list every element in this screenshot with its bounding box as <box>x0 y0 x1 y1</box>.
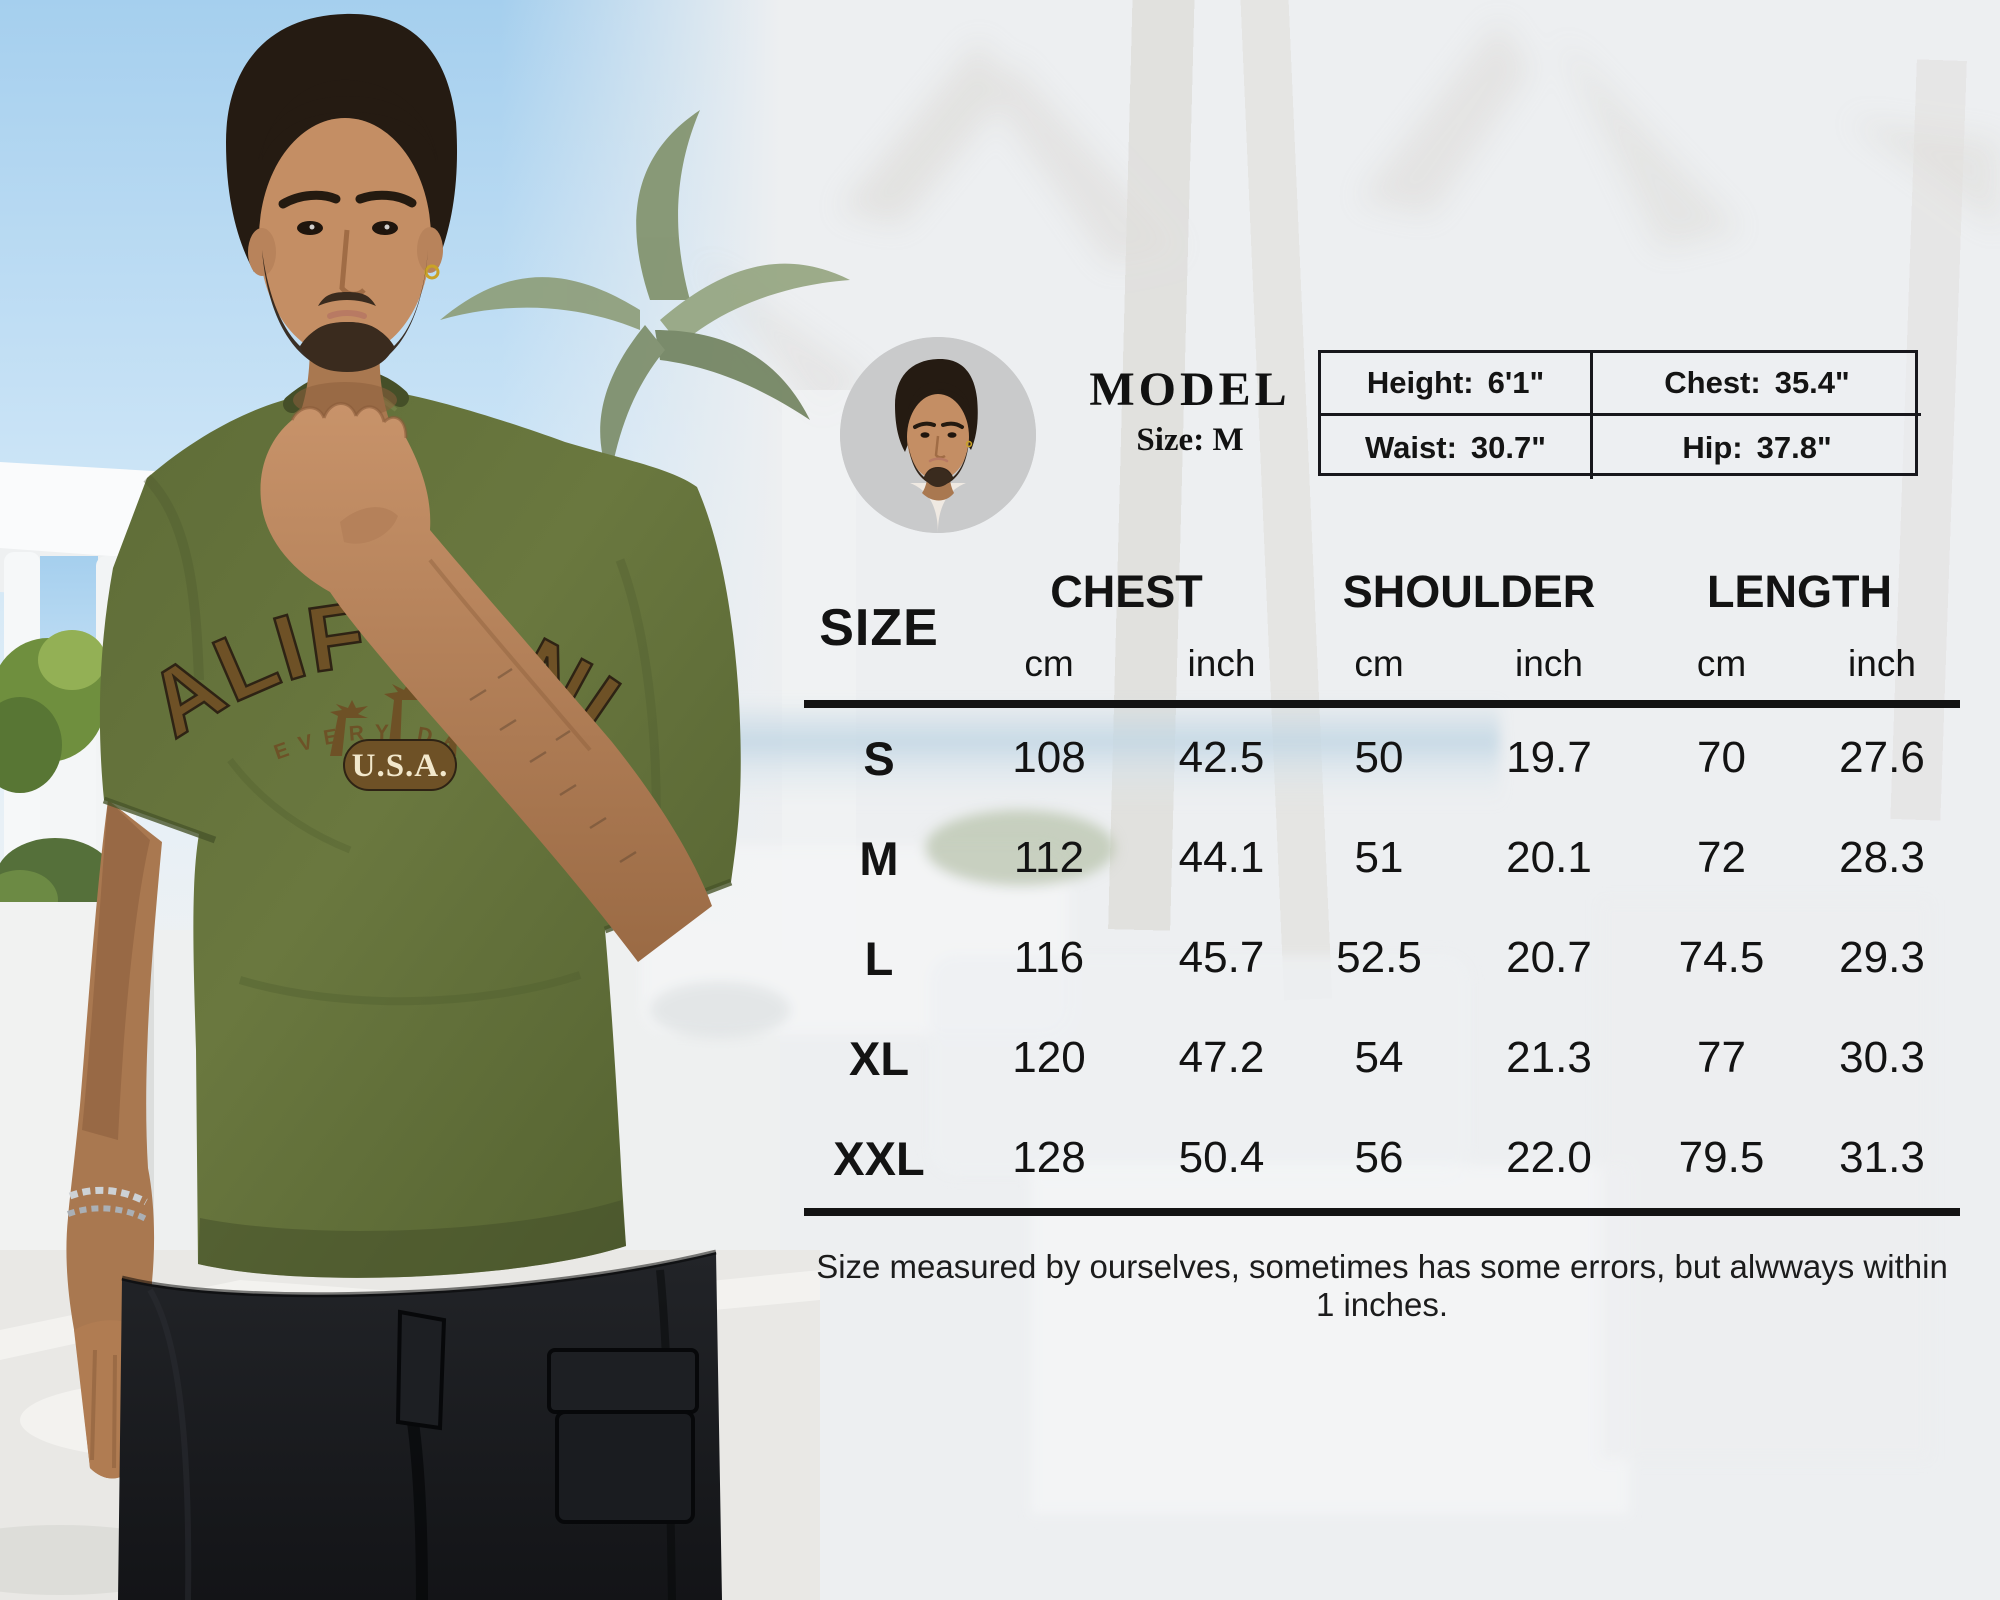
size-table: SIZE CHEST SHOULDER LENGTH cm inch cm in… <box>804 556 1960 1216</box>
model-stat-label: Chest: <box>1664 365 1761 400</box>
size-column-header: SIZE <box>819 599 939 657</box>
cargo-pants <box>118 1249 722 1600</box>
chest-inch-value: 44.1 <box>1178 833 1265 882</box>
usa-badge: U.S.A. <box>343 739 457 791</box>
shoulder-cm-value: 50 <box>1354 733 1404 782</box>
model-stat-height: Height: 6'1" <box>1321 353 1593 416</box>
length-group-header: LENGTH <box>1707 566 1892 617</box>
size-row-label: S <box>863 731 895 785</box>
size-table-body: S 108 42.5 50 19.7 70 27.6 M 112 44.1 51… <box>804 700 1960 1216</box>
shoulder-inch-value: 20.7 <box>1506 933 1592 982</box>
length-cm-value: 77 <box>1697 1033 1746 1082</box>
sea-horizon-band <box>620 700 1500 805</box>
faded-furniture <box>640 810 1930 1515</box>
unit-header-cm: cm <box>1696 643 1747 684</box>
length-cm-value: 72 <box>1697 833 1746 882</box>
size-row-label: XXL <box>833 1131 925 1185</box>
shoulder-inch-value: 21.3 <box>1506 1033 1592 1082</box>
shoulder-inch-value: 19.7 <box>1506 733 1592 782</box>
model-stat-label: Height: <box>1366 365 1474 400</box>
model-title: MODEL <box>1089 363 1291 416</box>
bracelet <box>66 1186 150 1223</box>
shoulder-cm-value: 52.5 <box>1336 933 1422 982</box>
model-stat-value: 30.7" <box>1470 429 1546 465</box>
chest-cm-value: 120 <box>1012 1033 1086 1082</box>
model-stat-value: 35.4" <box>1774 365 1850 400</box>
size-table-header: SIZE CHEST SHOULDER LENGTH cm inch cm in… <box>804 556 1960 700</box>
length-inch-value: 27.6 <box>1839 733 1925 782</box>
unit-header-cm: cm <box>1024 643 1074 684</box>
palm-fronds <box>440 110 850 480</box>
length-cm-value: 79.5 <box>1678 1133 1765 1182</box>
size-row-label: L <box>864 931 894 985</box>
length-inch-value: 30.3 <box>1839 1033 1925 1082</box>
length-cm-value: 74.5 <box>1678 933 1765 982</box>
size-row-label: XL <box>848 1031 910 1085</box>
model-stat-label: Hip: <box>1682 429 1743 465</box>
unit-header-inch: inch <box>1515 643 1583 684</box>
size-row-label: M <box>859 831 899 885</box>
unit-header-cm: cm <box>1354 643 1404 684</box>
model-stat-value: 6'1" <box>1487 365 1545 400</box>
model-stat-chest: Chest: 35.4" <box>1593 353 1921 416</box>
chest-cm-value: 112 <box>1013 833 1085 882</box>
chest-inch-value: 45.7 <box>1178 933 1265 982</box>
shoulder-cm-value: 51 <box>1354 833 1404 882</box>
chest-group-header: CHEST <box>1050 566 1203 617</box>
unit-header-inch: inch <box>1187 643 1256 684</box>
model-avatar <box>840 337 1036 533</box>
model-stat-hip: Hip: 37.8" <box>1593 416 1921 479</box>
chest-inch-value: 42.5 <box>1178 733 1265 782</box>
shoulder-group-header: SHOULDER <box>1342 566 1596 617</box>
shoulder-inch-value: 22.0 <box>1506 1133 1592 1182</box>
length-inch-value: 31.3 <box>1839 1133 1925 1182</box>
model-size-line: Size: M <box>1136 422 1244 458</box>
shoulder-cm-value: 56 <box>1354 1133 1404 1182</box>
cargo-pocket <box>547 1348 699 1524</box>
shoulder-cm-value: 54 <box>1354 1033 1404 1082</box>
chest-cm-value: 128 <box>1012 1133 1086 1182</box>
measurement-disclaimer: Size measured by ourselves, sometimes ha… <box>816 1248 1948 1323</box>
shoulder-inch-value: 20.1 <box>1506 833 1592 882</box>
model-stat-label: Waist: <box>1365 429 1457 465</box>
unit-header-inch: inch <box>1848 643 1916 684</box>
model-stat-waist: Waist: 30.7" <box>1321 416 1593 479</box>
length-cm-value: 70 <box>1697 733 1746 782</box>
tshirt <box>99 369 741 1278</box>
chest-cm-value: 108 <box>1012 733 1086 782</box>
chest-cm-value: 116 <box>1013 933 1085 982</box>
chest-inch-value: 50.4 <box>1178 1133 1265 1182</box>
chest-inch-value: 47.2 <box>1178 1033 1265 1082</box>
model-stat-value: 37.8" <box>1756 429 1832 465</box>
model-right-arm <box>260 402 712 963</box>
length-inch-value: 29.3 <box>1839 933 1925 982</box>
usa-badge-text: U.S.A. <box>352 748 449 784</box>
model-heading-block: MODEL Size: M <box>1030 366 1350 457</box>
length-inch-value: 28.3 <box>1839 833 1925 882</box>
model-avatar-face <box>840 337 1036 533</box>
model-stats-table: Height: 6'1" Chest: 35.4" Waist: 30.7" H… <box>1318 350 1921 479</box>
